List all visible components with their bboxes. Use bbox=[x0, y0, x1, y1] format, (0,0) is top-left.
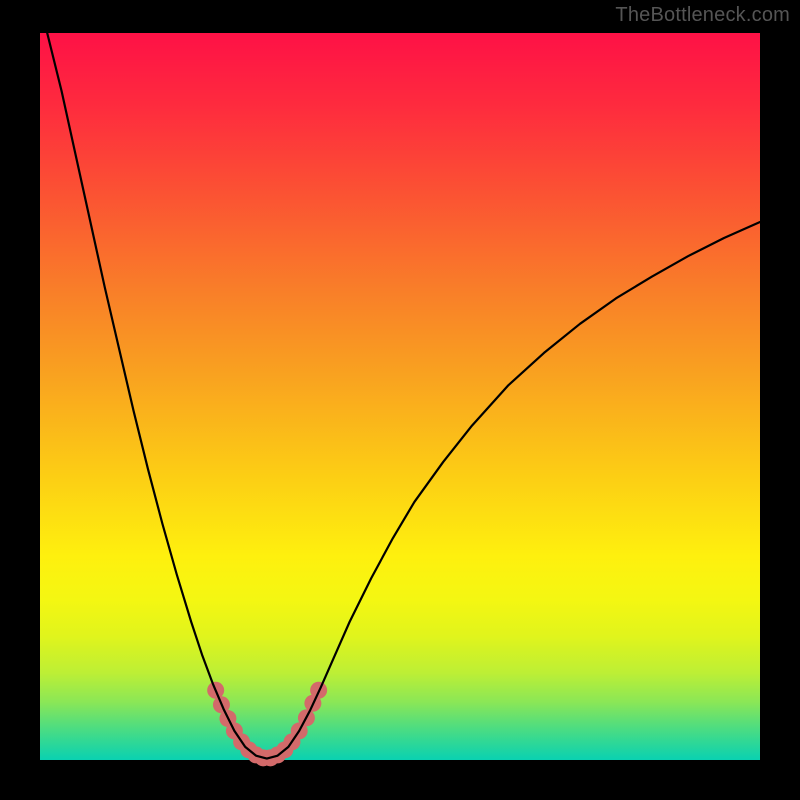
bottleneck-chart bbox=[0, 0, 800, 800]
watermark-text: TheBottleneck.com bbox=[615, 4, 790, 27]
chart-stage: TheBottleneck.com bbox=[0, 0, 800, 800]
plot-background bbox=[40, 33, 760, 760]
